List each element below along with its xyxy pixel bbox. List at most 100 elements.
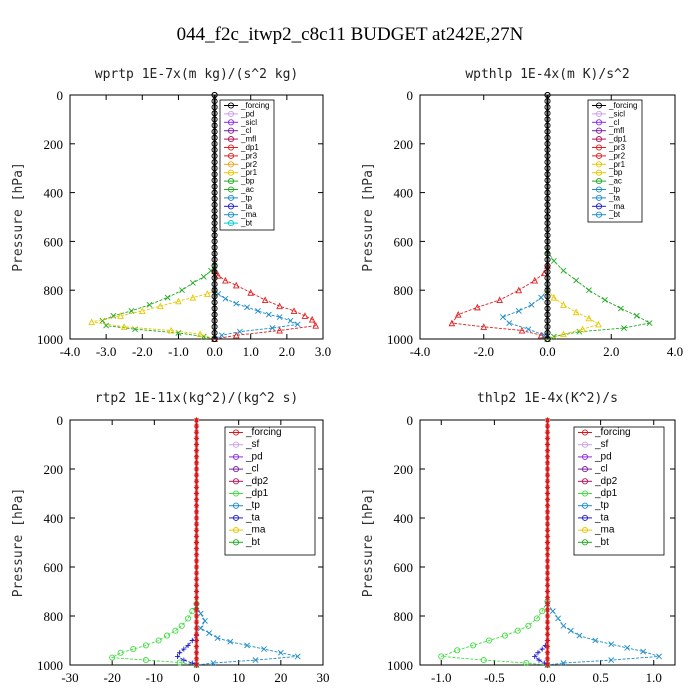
- data-point-tp: [294, 653, 301, 660]
- panel-wpthlp: wpthlp 1E-4x(m K)/s^2 Pressure [hPa] -4.…: [361, 67, 683, 359]
- data-point-forcing: [544, 116, 551, 123]
- y-axis-label: Pressure [hPa]: [11, 162, 26, 272]
- legend-entry: _dp2: [245, 476, 269, 487]
- data-point-pr1: [595, 320, 602, 328]
- data-point-forcing: [544, 509, 551, 515]
- data-point-forcing: [544, 588, 551, 595]
- data-point-forcing: [211, 146, 218, 153]
- data-point-forcing: [211, 134, 218, 141]
- data-point-forcing: [193, 539, 200, 546]
- data-point-forcing: [193, 478, 200, 484]
- data-point-ta: [181, 646, 187, 652]
- data-point-forcing: [193, 527, 200, 533]
- x-tick-label: 0.0: [206, 344, 222, 359]
- legend-marker: [232, 539, 240, 546]
- data-point-forcing: [211, 226, 218, 233]
- legend-entry: _forcing: [245, 427, 282, 438]
- x-tick-label: -0.5: [484, 670, 505, 685]
- legend-marker: [227, 127, 235, 134]
- data-point-pr1: [120, 323, 128, 330]
- data-point-ac: [646, 320, 653, 327]
- data-point-forcing: [544, 91, 551, 99]
- data-point-tp: [528, 301, 535, 308]
- data-point-pr1: [138, 307, 146, 314]
- data-point-forcing: [193, 484, 200, 490]
- data-point-forcing: [193, 503, 200, 509]
- data-point-tp: [244, 304, 251, 311]
- legend-marker: [595, 119, 603, 126]
- data-point-ac: [128, 308, 135, 314]
- data-point-forcing: [544, 323, 551, 330]
- series-line-ac: [101, 265, 215, 340]
- legend-marker: [227, 194, 235, 201]
- data-point-forcing: [544, 98, 551, 105]
- data-point-forcing: [193, 650, 200, 656]
- data-point-forcing: [193, 515, 200, 521]
- data-point-tp: [218, 332, 225, 339]
- x-tick-label: 3.0: [315, 344, 331, 359]
- data-point-forcing: [211, 110, 218, 117]
- legend-marker: [595, 161, 603, 168]
- legend-marker: [595, 110, 603, 117]
- legend-box: [224, 426, 316, 556]
- data-point-forcing: [211, 177, 218, 184]
- data-point-pr3: [474, 303, 481, 311]
- data-point-dp1: [117, 649, 124, 656]
- data-point-forcing: [211, 116, 218, 123]
- data-point-pr3: [308, 315, 316, 323]
- legend-marker: [232, 514, 240, 521]
- data-point-tp: [525, 326, 532, 333]
- legend-entry: _sicl: [608, 109, 625, 118]
- series-line-ac: [547, 250, 651, 340]
- legend-marker: [595, 102, 603, 109]
- y-tick-label: 800: [394, 283, 414, 298]
- legend-marker: [232, 490, 240, 497]
- panel-title: wpthlp 1E-4x(m K)/s^2: [465, 67, 629, 82]
- data-point-tp: [261, 646, 267, 652]
- data-point-tp: [277, 649, 284, 656]
- data-point-forcing: [544, 429, 551, 435]
- data-point-pr3: [247, 289, 255, 296]
- legend-entry: _ma: [240, 210, 257, 219]
- data-point-forcing: [544, 619, 551, 625]
- data-point-tp: [210, 660, 217, 666]
- series-line-tp: [502, 289, 548, 340]
- legend-box: [573, 426, 665, 556]
- data-point-forcing: [544, 177, 551, 184]
- legend-entry: _cl: [594, 464, 608, 475]
- legend-entry: _tp: [608, 185, 621, 194]
- data-point-pr3: [261, 296, 269, 304]
- legend-entry: _bp: [240, 177, 255, 186]
- data-point-forcing: [211, 250, 218, 257]
- legend-entry: _tp: [245, 500, 260, 511]
- data-point-forcing: [211, 232, 218, 239]
- data-point-ac: [110, 312, 117, 319]
- legend-marker: [227, 203, 235, 210]
- legend-entry: _pr1: [240, 168, 258, 177]
- legend-marker: [595, 152, 603, 159]
- data-point-ac: [146, 301, 153, 308]
- data-point-forcing: [544, 521, 551, 527]
- figure-title: 044_f2c_itwp2_c8c11 BUDGET at242E,27N: [177, 24, 524, 45]
- data-point-forcing: [211, 165, 218, 172]
- x-tick-label: -2.0: [473, 344, 494, 359]
- panel-title: rtp2 1E-11x(kg^2)/(kg^2 s): [95, 391, 299, 406]
- data-point-forcing: [544, 274, 551, 282]
- x-tick-label: -4.0: [410, 344, 431, 359]
- data-point-dp1: [155, 637, 162, 644]
- legend-marker: [581, 478, 589, 485]
- data-point-forcing: [193, 429, 200, 435]
- legend-entry: _dp1: [594, 488, 618, 499]
- data-point-forcing: [193, 607, 200, 613]
- series-line-pr1: [547, 289, 600, 340]
- legend-marker: [581, 466, 589, 473]
- data-point-forcing: [544, 607, 551, 613]
- data-point-tp: [567, 627, 574, 634]
- data-point-forcing: [211, 244, 218, 251]
- legend-entry: _bt: [240, 219, 253, 228]
- data-point-forcing: [544, 490, 551, 497]
- data-point-forcing: [193, 441, 200, 448]
- data-point-forcing: [544, 650, 551, 656]
- data-point-forcing: [544, 644, 551, 650]
- data-point-forcing: [544, 662, 551, 668]
